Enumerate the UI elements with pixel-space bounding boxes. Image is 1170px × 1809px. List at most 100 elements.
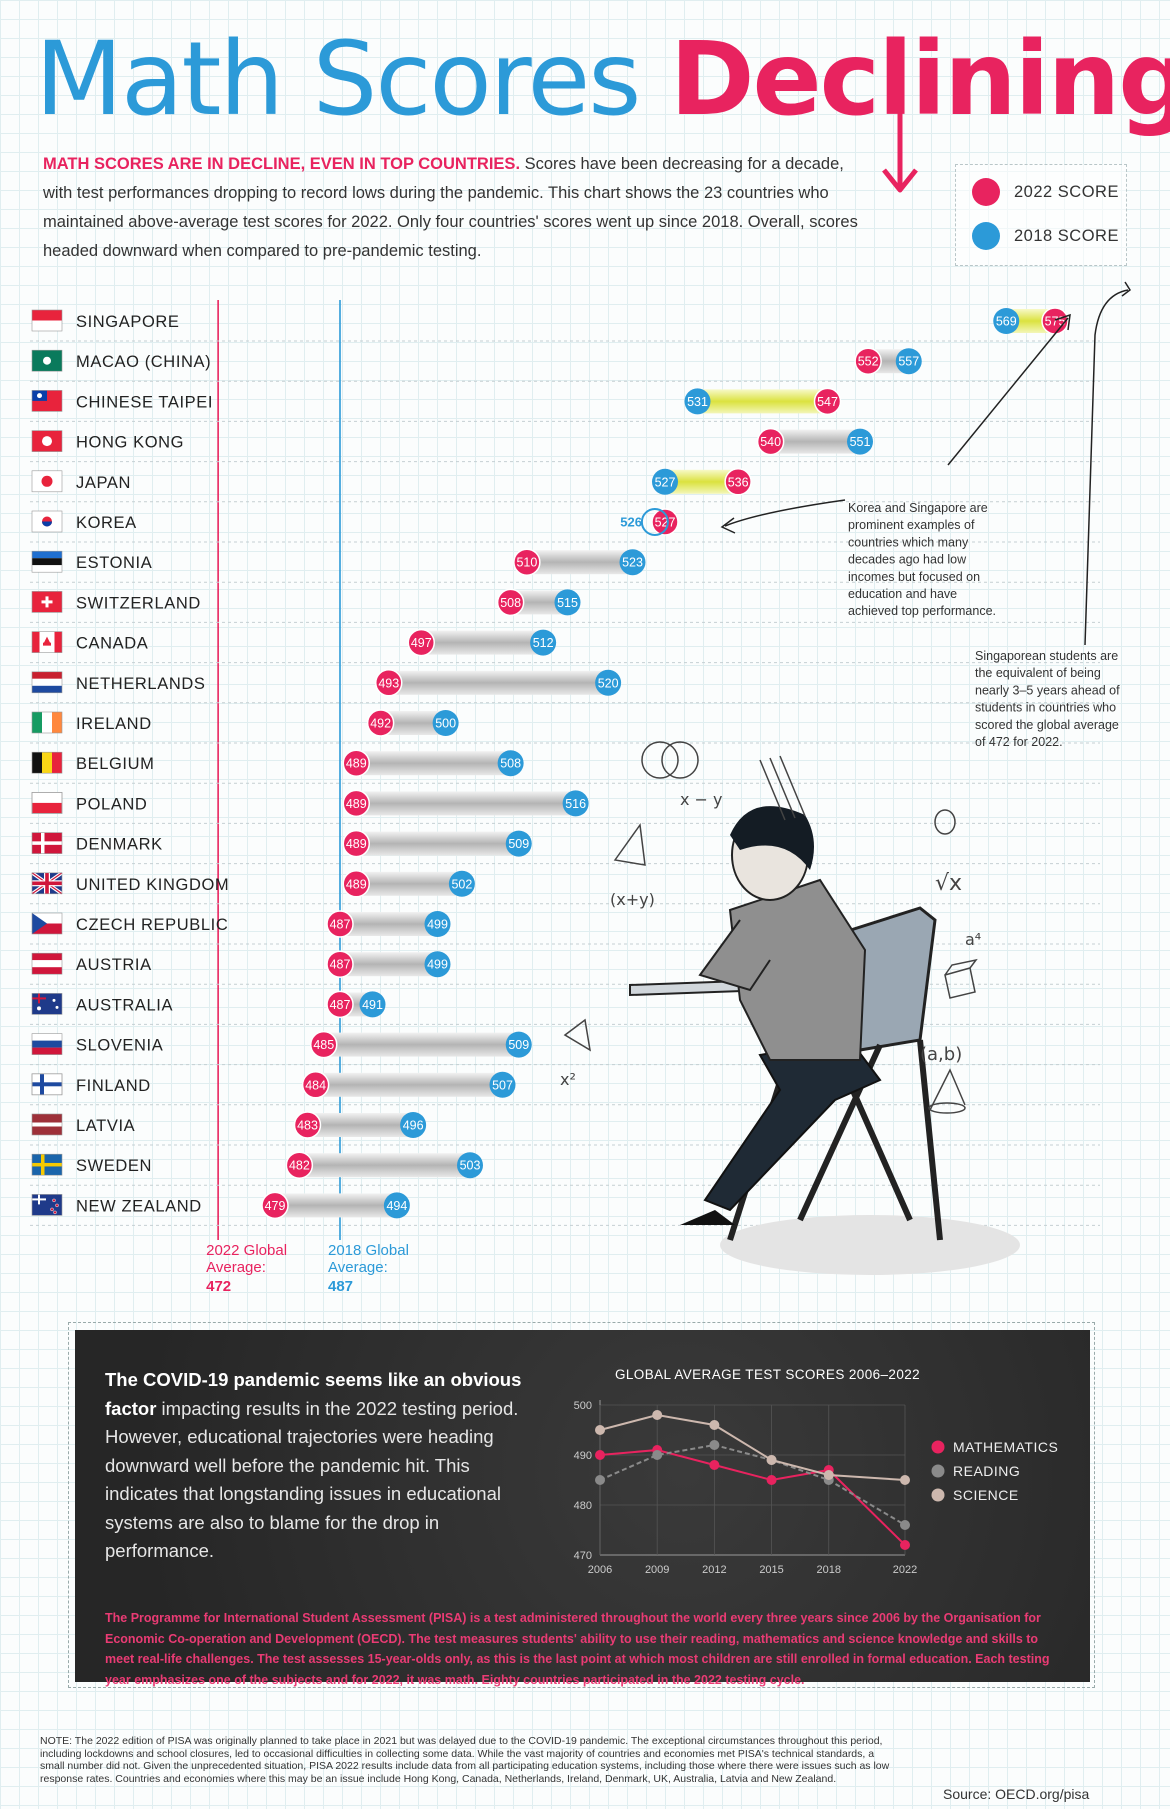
reference-label-2: Average: — [206, 1259, 266, 1276]
flag-part — [32, 1047, 62, 1055]
score-2022-dot — [756, 427, 785, 456]
country-name: IRELAND — [76, 715, 152, 733]
decrease-bar — [323, 1032, 519, 1057]
annotation-line: incomes but focused on — [848, 570, 980, 584]
flag-outline — [31, 1073, 63, 1096]
score-2022-label: 489 — [346, 837, 367, 851]
score-2018-label: 523 — [622, 556, 643, 570]
legend-dot — [931, 1488, 945, 1502]
score-2022-dot — [342, 749, 370, 777]
country-name: SINGAPORE — [76, 313, 180, 331]
flag-outline — [31, 671, 63, 694]
series-line-reading — [599, 1443, 906, 1526]
flag-part — [32, 1082, 62, 1087]
series-point — [595, 1475, 605, 1485]
flag-part — [32, 678, 62, 686]
country-row: JAPAN 527 536 — [30, 468, 1100, 503]
flag-part — [32, 685, 62, 693]
flag-part — [52, 998, 56, 1002]
score-2018-label: 502 — [451, 877, 472, 891]
flag-part — [32, 712, 42, 733]
score-2018-label: 491 — [362, 998, 383, 1012]
legend: 2022 SCORE 2018 SCORE — [955, 164, 1127, 266]
score-2022-label: 536 — [728, 475, 749, 489]
svg-text:x − y: x − y — [680, 790, 723, 809]
flag-part — [32, 967, 62, 975]
score-2018-dot — [448, 870, 475, 897]
flag-outline — [31, 390, 63, 412]
flag-outline — [31, 751, 63, 774]
score-2022-dot — [261, 1191, 289, 1220]
title-part2: Declining — [669, 20, 1170, 139]
score-2022-dot — [301, 1071, 330, 1099]
flag-part — [32, 953, 62, 961]
country-name: SWITZERLAND — [76, 594, 201, 612]
decrease-bar — [356, 791, 576, 816]
footnote: NOTE: The 2022 edition of PISA was origi… — [40, 1735, 890, 1785]
flag-part — [32, 923, 62, 934]
covid-panel — [75, 1330, 1090, 1682]
annotation-korea-singapore: Korea and Singapore are prominent example… — [848, 501, 996, 618]
flag-outline — [31, 631, 63, 653]
flag-part — [32, 320, 62, 331]
score-2022-dot — [326, 990, 354, 1019]
score-2018-label: 557 — [898, 355, 919, 369]
covid-text: The COVID-19 pandemic seems like an obvi… — [105, 1366, 545, 1566]
country-name: FINLAND — [76, 1077, 151, 1095]
country-name: CANADA — [76, 635, 148, 653]
flag-part — [41, 475, 53, 487]
flag-ca-icon — [31, 631, 63, 653]
flag-cz-icon — [31, 912, 63, 935]
series-point — [595, 1425, 605, 1435]
flag-part — [50, 1207, 54, 1212]
flag-be-icon — [31, 751, 63, 774]
score-2018-dot — [359, 991, 386, 1018]
arrowhead-icon — [1121, 281, 1132, 297]
country-row: CHINESE TAIPEI 531 547 — [30, 387, 1100, 422]
flag-au-icon — [31, 993, 63, 1015]
flag-dk-icon — [31, 832, 63, 854]
decrease-bar — [356, 871, 462, 896]
country-row: AUSTRIA 487 499 — [30, 950, 1100, 985]
legend-label: READING — [953, 1463, 1020, 1479]
legend-label-2022: 2022 SCORE — [1014, 182, 1119, 201]
decrease-bar — [315, 1072, 503, 1097]
score-2018-dot — [432, 710, 459, 736]
score-2018-label: 509 — [508, 837, 529, 851]
score-2022-label: 510 — [516, 556, 537, 570]
flag-part — [41, 600, 53, 604]
decrease-bar — [275, 1193, 397, 1218]
flag-outline — [31, 550, 63, 573]
country-name: CHINESE TAIPEI — [76, 393, 213, 411]
flag-outline — [31, 872, 63, 895]
flag-part — [42, 712, 52, 733]
score-2018-label: 527 — [655, 475, 676, 489]
decrease-bar — [770, 429, 860, 454]
svg-text:x²: x² — [560, 1070, 576, 1089]
score-2022-dot — [326, 910, 354, 938]
flag-part — [37, 393, 42, 399]
series-point — [652, 1410, 663, 1420]
series-point — [709, 1460, 720, 1470]
global-average-line-chart: GLOBAL AVERAGE TEST SCORES 2006–2022 470 4… — [574, 1367, 1058, 1576]
country-row: KOREA 527 526 — [30, 508, 1100, 543]
flag-part — [38, 993, 40, 1004]
country-row: SWEDEN 482 503 — [30, 1151, 1100, 1186]
score-2022-label: 487 — [330, 918, 351, 932]
flag-part — [37, 1006, 41, 1011]
flag-outline — [31, 912, 63, 935]
intro-text: MATH SCORES ARE IN DECLINE, EVEN IN TOP … — [43, 150, 858, 266]
annotation-line: Singaporean students are — [975, 649, 1118, 663]
flag-part — [32, 960, 62, 968]
country-row: POLAND 489 516 — [30, 789, 1100, 824]
intro-body: Scores have been decreasing for a decade… — [43, 155, 858, 260]
score-2022-label: 552 — [858, 355, 879, 369]
flag-part — [43, 356, 51, 365]
score-2022-label: 540 — [760, 435, 781, 449]
series-point — [709, 1420, 720, 1430]
flag-part — [32, 1122, 62, 1127]
score-2018-dot — [505, 1031, 532, 1058]
annotation-line: decades ago had low — [848, 553, 967, 567]
country-name: SWEDEN — [76, 1157, 152, 1175]
score-2018-label: 515 — [557, 596, 578, 610]
